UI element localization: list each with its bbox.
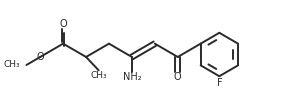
Text: O: O (36, 52, 44, 62)
Text: CH₃: CH₃ (4, 61, 21, 70)
Text: CH₃: CH₃ (90, 71, 107, 80)
Text: NH₂: NH₂ (123, 72, 141, 82)
Text: O: O (59, 19, 67, 29)
Text: O: O (174, 72, 181, 82)
Text: F: F (216, 78, 222, 88)
